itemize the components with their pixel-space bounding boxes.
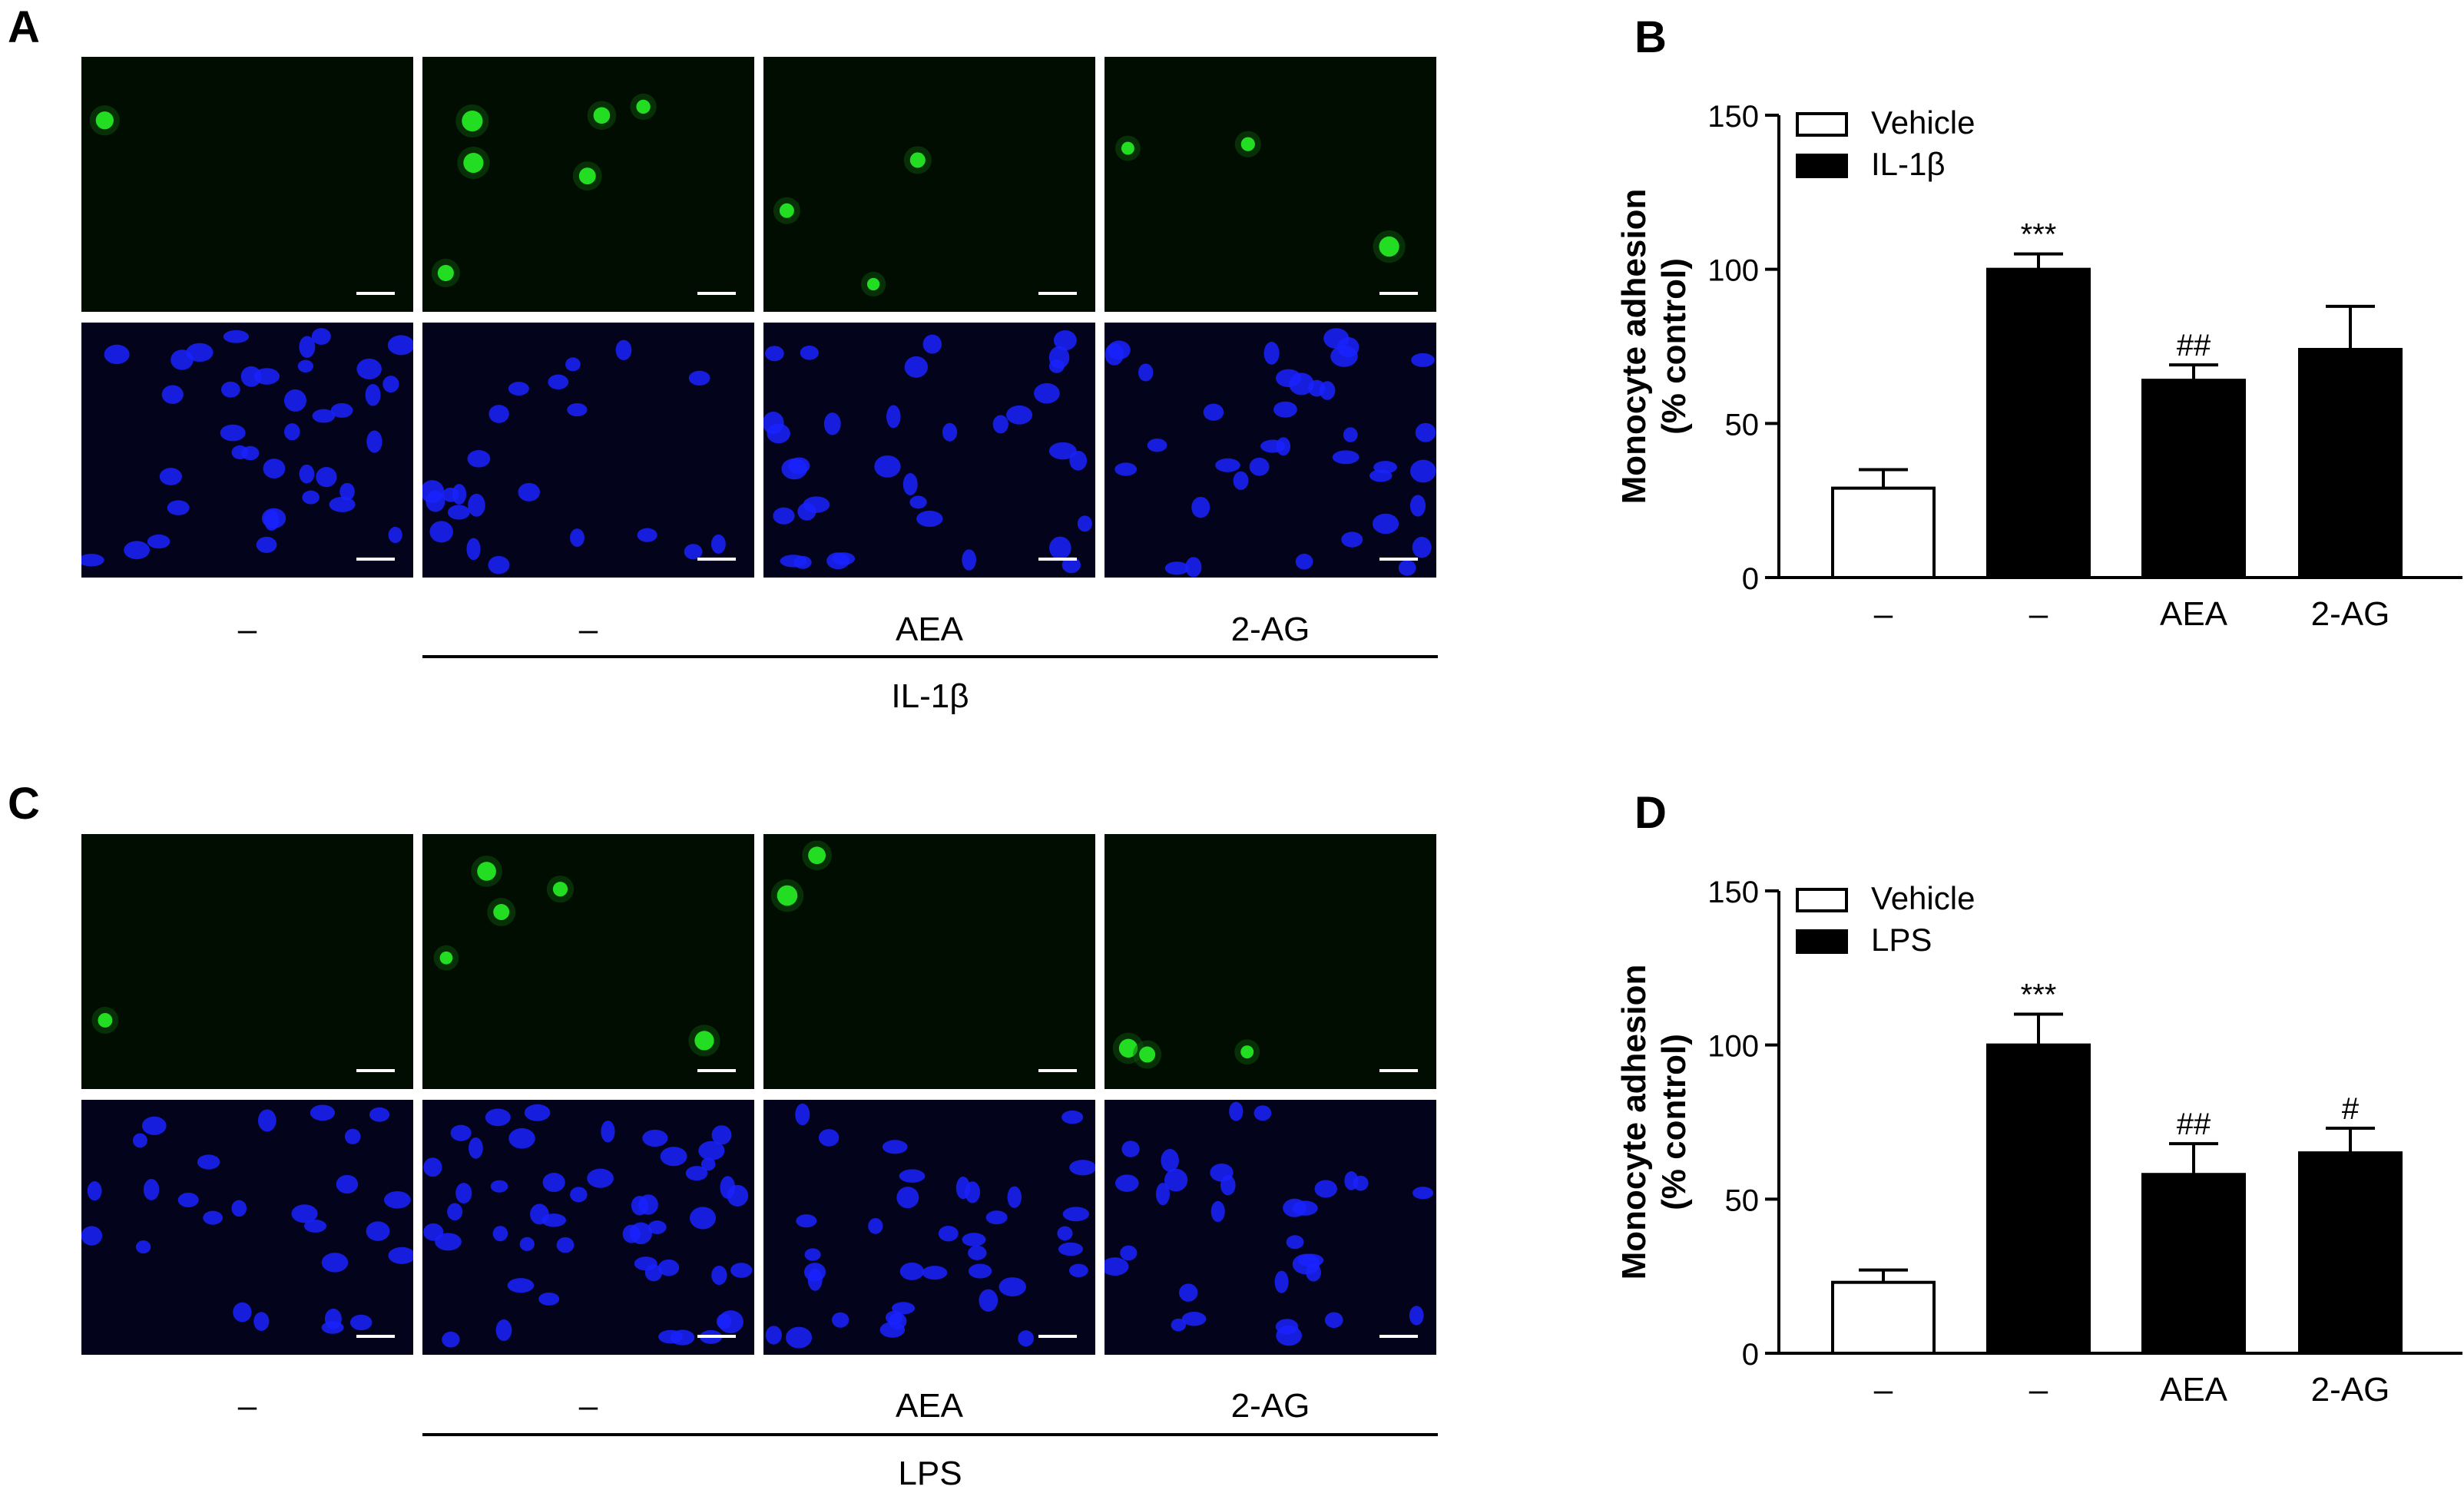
bar [2298,1151,2403,1355]
bar [2298,348,2403,579]
y-tick-label: 100 [1707,1030,1759,1064]
blue-nuclei-image [81,1100,413,1355]
significance-label: ## [2177,329,2211,363]
legend-swatch [1796,888,1848,912]
significance-label: *** [2021,218,2057,252]
panel-letter-c: C [8,779,40,829]
x-category-label: – [1874,1371,1893,1409]
legend-swatch [1796,154,1848,178]
blue-nuclei-image [763,323,1095,578]
x-category-label: – [2029,1371,2048,1409]
significance-label: *** [2021,978,2057,1012]
green-fluorescence-image [81,834,413,1089]
significance-label: # [2342,1092,2360,1126]
treatment-label: 2-AG [1230,1387,1310,1425]
green-fluorescence-image [1104,834,1436,1089]
y-axis-label: Monocyte adhesion [1615,189,1653,505]
treatment-label: 2-AG [1230,611,1310,648]
blue-nuclei-image [81,323,413,578]
y-axis-label-unit: (% control) [1655,258,1693,435]
bar [1986,267,2091,579]
group-bracket-line [422,655,1438,658]
green-fluorescence-image [763,57,1095,312]
significance-label: ## [2177,1107,2211,1141]
group-label: LPS [898,1455,962,1492]
y-tick-label: 0 [1742,562,1759,596]
panel-letter: B [1634,12,1667,62]
green-fluorescence-image [1104,57,1436,312]
group-bracket-line [422,1433,1438,1436]
treatment-label: – [237,1387,257,1425]
bar [2141,1173,2246,1356]
x-category-label: 2-AG [2311,1371,2390,1409]
x-category-label: – [1874,595,1893,633]
y-tick-label: 50 [1725,408,1760,442]
bar [2141,379,2246,579]
bar [1831,486,1936,580]
panel-letter: D [1634,788,1667,838]
blue-nuclei-image [422,1100,754,1355]
blue-nuclei-image [422,323,754,578]
y-tick-label: 50 [1725,1184,1760,1217]
blue-nuclei-image [763,1100,1095,1355]
treatment-label: AEA [895,1387,964,1425]
x-category-label: 2-AG [2311,595,2390,633]
bar [1986,1043,2091,1355]
y-axis-label-unit: (% control) [1655,1034,1693,1210]
bar [1831,1280,1936,1356]
treatment-label: AEA [895,611,964,648]
legend-label: IL-1β [1871,146,1946,182]
green-fluorescence-image [81,57,413,312]
legend-label: Vehicle [1871,880,1975,916]
legend-swatch [1796,112,1848,137]
y-tick-label: 0 [1742,1338,1759,1372]
treatment-label: – [578,1387,598,1425]
green-fluorescence-image [763,834,1095,1089]
x-category-label: AEA [2160,1371,2228,1409]
blue-nuclei-image [1104,1100,1436,1355]
legend-swatch [1796,929,1848,954]
group-label: IL-1β [891,677,969,715]
treatment-label: – [237,611,257,648]
y-axis-label: Monocyte adhesion [1615,965,1653,1280]
y-tick-label: 100 [1707,254,1759,288]
bar-chart-b: B 0 50 100 150 Monocyte adhesion (% control) – *… [1615,12,2462,633]
green-fluorescence-image [422,57,754,312]
blue-nuclei-image [1104,323,1436,578]
green-fluorescence-image [422,834,754,1089]
x-category-label: – [2029,595,2048,633]
legend-label: LPS [1871,922,1932,958]
legend-label: Vehicle [1871,104,1975,141]
treatment-label: – [578,611,598,648]
x-category-label: AEA [2160,595,2228,633]
y-tick-label: 150 [1707,876,1759,909]
bar-chart-d: D 0 50 100 150 Monocyte adhesion (% control) – *… [1615,788,2462,1409]
y-tick-label: 150 [1707,100,1759,134]
panel-letter-a: A [8,2,40,52]
